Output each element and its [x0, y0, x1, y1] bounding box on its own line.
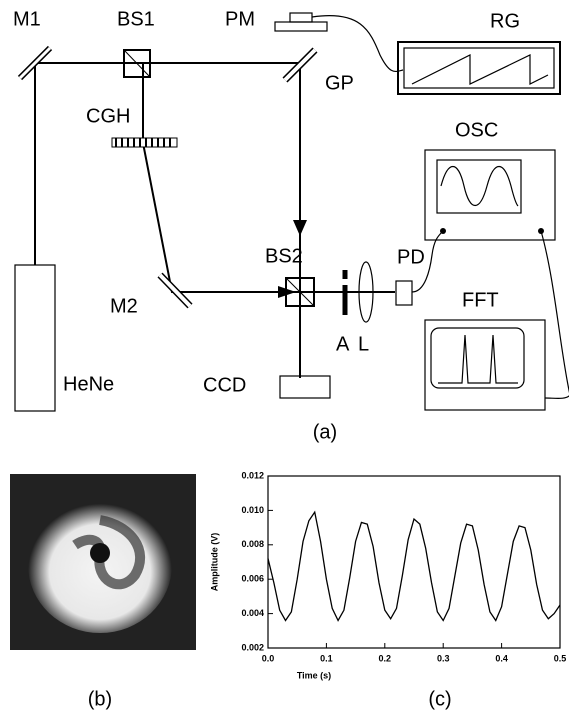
caption-c: (c)	[428, 688, 451, 710]
caption-b: (b)	[88, 688, 112, 710]
label-pd: PD	[397, 246, 425, 268]
caption-a: (a)	[313, 421, 337, 443]
label-osc: OSC	[455, 119, 498, 141]
y-tick-label: 0.004	[241, 608, 264, 618]
vortex-image: (b)	[10, 474, 196, 710]
x-tick-label: 0.3	[437, 653, 450, 663]
label-fft: FFT	[462, 289, 499, 311]
x-tick-label: 0.1	[320, 653, 333, 663]
label-ccd: CCD	[203, 374, 246, 396]
label-gp: GP	[325, 72, 354, 94]
label-pm: PM	[225, 8, 255, 30]
label-m1: M1	[13, 8, 41, 30]
y-axis-label: Amplitude (V)	[209, 533, 219, 592]
y-tick-label: 0.012	[241, 470, 264, 480]
plot-frame	[267, 475, 561, 649]
y-tick-label: 0.006	[241, 574, 264, 584]
y-tick-label: 0.010	[241, 505, 264, 515]
label-l: L	[358, 333, 369, 355]
label-cgh: CGH	[86, 105, 130, 127]
x-tick-label: 0.5	[554, 653, 567, 663]
y-tick-label: 0.002	[241, 642, 264, 652]
y-tick-label: 0.008	[241, 539, 264, 549]
label-m2: M2	[110, 295, 138, 317]
signal-chart: Time (s) Amplitude (V) (c) 0.0 0.1 0.2 0.3 0…	[209, 470, 566, 710]
signal-line	[267, 510, 561, 622]
setup-diagram: M1 BS1 PM RG GP CGH OSC BS2 PD FFT M2 A …	[13, 8, 569, 443]
label-hene: HeNe	[63, 373, 114, 395]
x-tick-label: 0.4	[495, 653, 508, 663]
label-bs1: BS1	[117, 8, 155, 30]
x-tick-label: 0.2	[379, 653, 392, 663]
x-axis-label: Time (s)	[297, 670, 331, 680]
label-bs2: BS2	[265, 245, 303, 267]
label-rg: RG	[490, 10, 520, 32]
label-a: A	[336, 333, 350, 355]
x-tick-label: 0.0	[262, 653, 275, 663]
